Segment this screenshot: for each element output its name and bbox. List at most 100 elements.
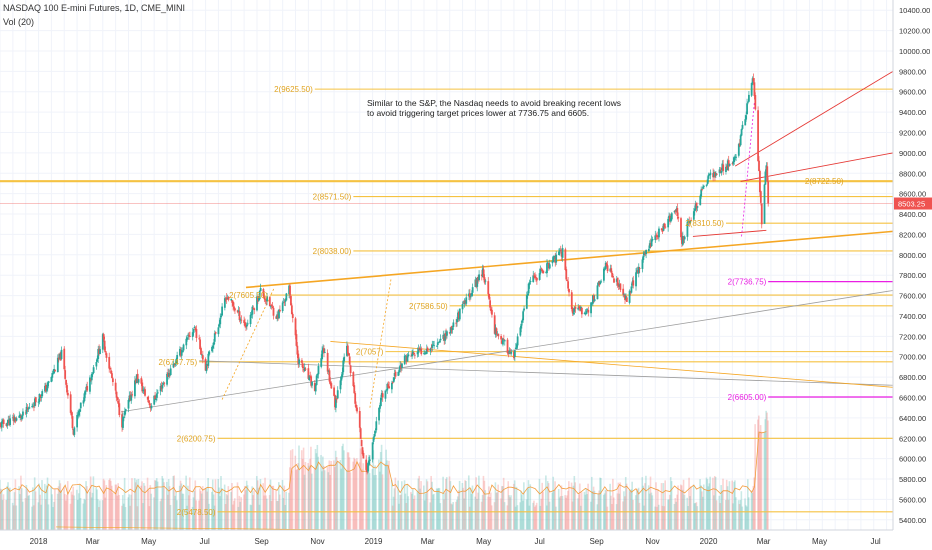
- candle-body: [135, 374, 138, 384]
- candle-body: [491, 309, 493, 315]
- volume-bar: [28, 495, 30, 530]
- candle-body: [169, 368, 172, 375]
- price-tick-label: 6400.00: [899, 414, 926, 423]
- volume-bar: [298, 445, 300, 530]
- candle-body: [296, 345, 299, 355]
- volume-bar: [705, 477, 708, 530]
- volume-bar: [146, 477, 149, 530]
- candle-body: [625, 296, 627, 299]
- price-tick-label: 7000.00: [899, 353, 926, 362]
- candle-body: [70, 412, 73, 416]
- volume-bar: [436, 488, 439, 530]
- candle-body: [683, 236, 686, 240]
- volume-bar: [134, 482, 137, 530]
- volume-bar: [0, 479, 1, 530]
- volume-bar: [442, 476, 444, 530]
- candle-body: [393, 372, 396, 377]
- candle-body: [745, 115, 748, 120]
- candle-body: [8, 419, 11, 426]
- candle-body: [616, 277, 619, 286]
- volume-bar: [702, 484, 705, 530]
- candle-body: [18, 415, 21, 418]
- volume-bar: [375, 474, 377, 530]
- candle-body: [417, 349, 420, 353]
- price-axis[interactable]: 5400.00 5600.00 5800.00 6000.00 6200.00 6400.…: [892, 0, 932, 530]
- candle-body: [243, 320, 246, 323]
- candle-body: [223, 298, 226, 308]
- candle-body: [208, 351, 211, 355]
- candle-body: [315, 375, 318, 386]
- candle-body: [38, 394, 41, 403]
- chart-annotation-text: Similar to the S&P, the Nasdaq needs to …: [367, 98, 622, 118]
- candle-body: [617, 284, 620, 287]
- candle-body: [258, 290, 261, 300]
- candle-body: [288, 285, 291, 295]
- candle-body: [95, 362, 98, 367]
- candle-body: [341, 371, 344, 378]
- candle-body: [21, 415, 23, 420]
- volume-bar: [289, 450, 292, 530]
- volume-indicator-label[interactable]: Vol (20): [3, 17, 35, 27]
- candle-body: [629, 291, 632, 293]
- candle-body: [478, 274, 480, 281]
- volume-bar: [574, 482, 577, 530]
- candle-body: [546, 263, 548, 274]
- candle-body: [474, 279, 477, 287]
- level-label: 2(9625.50): [274, 85, 313, 94]
- volume-bar: [623, 491, 625, 530]
- volume-bar: [584, 494, 587, 530]
- candle-body: [277, 314, 279, 319]
- volume-bar: [745, 505, 747, 530]
- candle-body: [552, 257, 555, 262]
- target-label: 2(7736.75): [728, 278, 767, 287]
- volume-bar: [0, 489, 3, 530]
- candle-body: [401, 363, 403, 368]
- candle-body: [542, 270, 545, 274]
- volume-bar: [764, 419, 767, 530]
- volume-bar: [727, 499, 730, 530]
- candle-body: [565, 269, 568, 280]
- candle-body: [378, 407, 380, 421]
- candle-body: [715, 173, 718, 175]
- volume-bar: [545, 475, 547, 530]
- candle-body: [54, 370, 56, 372]
- volume-bar: [33, 477, 36, 530]
- volume-bar: [713, 495, 715, 530]
- volume-bar: [195, 500, 198, 530]
- candle-body: [320, 358, 323, 367]
- candle-body: [346, 345, 348, 356]
- candle-body: [532, 275, 535, 283]
- volume-bar: [583, 491, 586, 530]
- candle-body: [41, 391, 44, 397]
- candle-body: [137, 379, 140, 383]
- price-tick-label: 6200.00: [899, 434, 926, 443]
- volume-bar: [619, 482, 622, 530]
- volume-bar: [596, 504, 599, 530]
- price-tick-label: 10200.00: [899, 27, 930, 36]
- candle-body: [127, 400, 130, 409]
- volume-bar: [624, 496, 626, 530]
- volume-bar: [429, 502, 432, 530]
- volume-bar: [561, 495, 564, 530]
- candle-body: [245, 324, 248, 327]
- volume-bar: [739, 500, 742, 530]
- volume-bar: [367, 454, 370, 530]
- candle-body: [451, 327, 454, 330]
- volume-bar: [732, 503, 734, 530]
- volume-bar: [679, 484, 682, 530]
- candle-body: [253, 308, 256, 311]
- time-axis[interactable]: 2018 Mar May Jul Sep Nov 2019 Mar May Jul Sep Nov 20…: [0, 529, 893, 546]
- candle-body: [507, 352, 510, 355]
- time-tick-label: Nov: [310, 537, 324, 546]
- volume-bar: [45, 485, 48, 530]
- candle-body: [597, 282, 600, 286]
- volume-bar: [333, 467, 336, 530]
- volume-bar: [12, 505, 15, 530]
- volume-bar: [394, 477, 397, 530]
- candle-body: [631, 281, 634, 286]
- candle-body: [110, 370, 112, 374]
- volume-bar: [168, 486, 171, 530]
- candle-body: [712, 173, 715, 178]
- candle-body: [78, 410, 80, 415]
